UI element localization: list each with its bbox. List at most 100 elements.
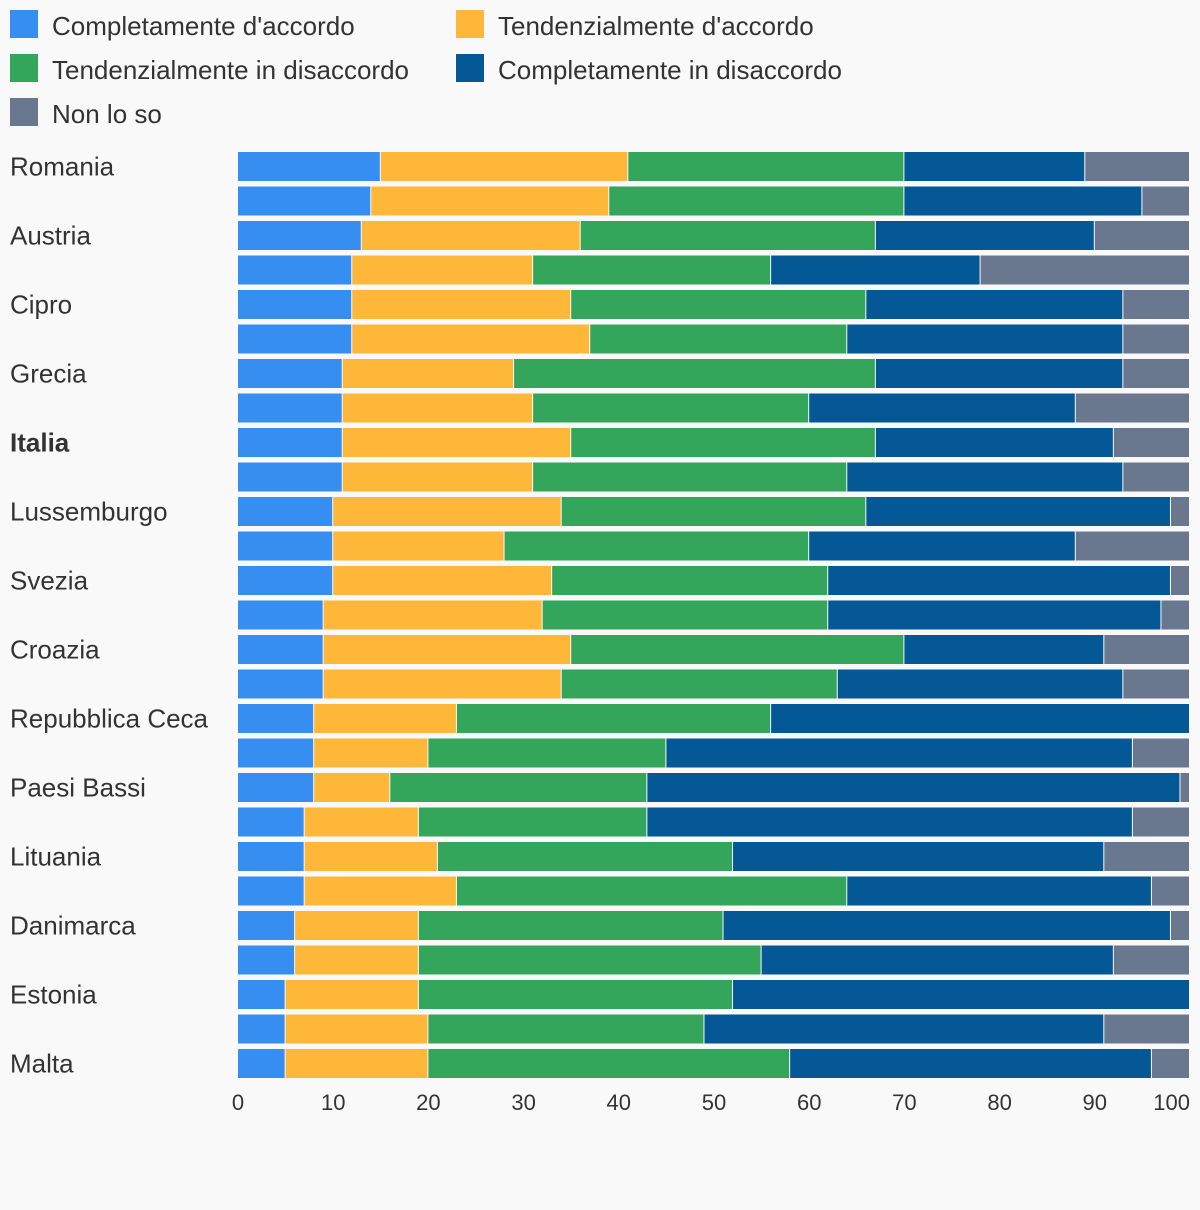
x-tick-label-80: 80 (987, 1090, 1011, 1115)
bar-row-19-tendenzialmente-d-accordo (304, 807, 418, 837)
bar-row-25-tendenzialmente-in-disaccordo (428, 1014, 704, 1044)
legend-label-tendenzialmente-in-disaccordo: Tendenzialmente in disaccordo (52, 55, 409, 85)
bar-row-0-tendenzialmente-d-accordo (380, 152, 628, 181)
bar-row-9-completamente-in-disaccordo (847, 462, 1123, 492)
bar-row-12-non-lo-so (1170, 566, 1189, 595)
legend-swatch-completamente-in-disaccordo (456, 54, 484, 82)
bar-row-22-non-lo-so (1170, 911, 1189, 940)
bar-row-12-tendenzialmente-d-accordo (333, 566, 552, 595)
bar-row-12-completamente-in-disaccordo (828, 566, 1170, 595)
bar-row-5-tendenzialmente-in-disaccordo (590, 324, 847, 354)
bar-row-14-completamente-in-disaccordo (904, 635, 1104, 664)
category-label-svezia: Svezia (10, 566, 89, 596)
legend-label-completamente-in-disaccordo: Completamente in disaccordo (498, 55, 842, 85)
legend-swatch-tendenzialmente-d-accordo (456, 10, 484, 38)
bar-row-18-non-lo-so (1180, 773, 1189, 802)
legend-label-completamente-d-accordo: Completamente d'accordo (52, 11, 355, 41)
bar-row-19-completamente-in-disaccordo (647, 807, 1132, 837)
bar-row-15-tendenzialmente-in-disaccordo (561, 669, 837, 699)
bar-row-20-tendenzialmente-d-accordo (304, 842, 437, 871)
bar-row-4-completamente-in-disaccordo (866, 290, 1123, 319)
legend-swatch-completamente-d-accordo (10, 10, 38, 38)
bar-row-0-completamente-d-accordo (238, 152, 380, 181)
bar-row-3-tendenzialmente-in-disaccordo (533, 255, 771, 285)
category-label-italia: Italia (10, 428, 70, 458)
bar-row-10-tendenzialmente-in-disaccordo (561, 497, 866, 526)
bar-row-7-tendenzialmente-in-disaccordo (533, 393, 809, 423)
category-label-lussemburgo: Lussemburgo (10, 497, 168, 527)
category-label-grecia: Grecia (10, 359, 87, 389)
bar-row-18-tendenzialmente-in-disaccordo (390, 773, 647, 802)
bar-row-20-tendenzialmente-in-disaccordo (437, 842, 733, 871)
bar-row-25-completamente-in-disaccordo (704, 1014, 1104, 1044)
bar-row-26-tendenzialmente-d-accordo (285, 1049, 428, 1078)
x-tick-label-40: 40 (607, 1090, 631, 1115)
bar-row-19-completamente-d-accordo (238, 807, 304, 837)
bar-row-21-completamente-in-disaccordo (847, 876, 1151, 906)
bar-row-5-non-lo-so (1123, 324, 1189, 354)
bar-row-10-tendenzialmente-d-accordo (333, 497, 561, 526)
bar-row-8-tendenzialmente-d-accordo (342, 428, 571, 457)
bar-row-3-completamente-d-accordo (238, 255, 352, 285)
bar-row-20-non-lo-so (1104, 842, 1189, 871)
bar-row-18-completamente-d-accordo (238, 773, 314, 802)
bar-row-14-completamente-d-accordo (238, 635, 323, 664)
bar-row-12-completamente-d-accordo (238, 566, 333, 595)
bar-row-2-tendenzialmente-d-accordo (361, 221, 580, 250)
legend-swatch-tendenzialmente-in-disaccordo (10, 54, 38, 82)
bar-row-7-non-lo-so (1075, 393, 1189, 423)
bar-row-25-completamente-d-accordo (238, 1014, 285, 1044)
bar-row-22-completamente-d-accordo (238, 911, 295, 940)
bar-row-1-completamente-d-accordo (238, 186, 371, 216)
bar-row-0-tendenzialmente-in-disaccordo (628, 152, 904, 181)
bar-row-11-non-lo-so (1075, 531, 1189, 561)
bar-row-9-tendenzialmente-in-disaccordo (533, 462, 847, 492)
bar-row-21-tendenzialmente-in-disaccordo (456, 876, 847, 906)
bar-row-13-completamente-in-disaccordo (828, 600, 1161, 630)
bar-row-14-tendenzialmente-d-accordo (323, 635, 571, 664)
bar-row-7-completamente-d-accordo (238, 393, 342, 423)
bar-row-11-completamente-in-disaccordo (809, 531, 1075, 561)
bar-row-13-tendenzialmente-in-disaccordo (542, 600, 828, 630)
category-label-austria: Austria (10, 221, 91, 251)
bar-row-10-non-lo-so (1170, 497, 1189, 526)
bar-row-4-tendenzialmente-in-disaccordo (571, 290, 866, 319)
bar-row-23-non-lo-so (1113, 945, 1189, 975)
category-label-lituania: Lituania (10, 842, 102, 872)
category-label-danimarca: Danimarca (10, 911, 136, 941)
bar-row-24-tendenzialmente-d-accordo (285, 980, 418, 1009)
legend-label-non-lo-so: Non lo so (52, 99, 162, 129)
x-tick-label-70: 70 (892, 1090, 916, 1115)
bar-row-15-completamente-in-disaccordo (837, 669, 1123, 699)
bar-row-17-completamente-d-accordo (238, 738, 314, 768)
bar-row-18-tendenzialmente-d-accordo (314, 773, 390, 802)
bar-row-4-tendenzialmente-d-accordo (352, 290, 571, 319)
x-tick-label-30: 30 (511, 1090, 535, 1115)
bar-row-6-tendenzialmente-in-disaccordo (514, 359, 875, 388)
bar-row-8-tendenzialmente-in-disaccordo (571, 428, 875, 457)
bar-row-21-tendenzialmente-d-accordo (304, 876, 456, 906)
bar-row-8-non-lo-so (1113, 428, 1189, 457)
bar-row-9-non-lo-so (1123, 462, 1189, 492)
bar-row-17-tendenzialmente-in-disaccordo (428, 738, 666, 768)
bar-row-1-completamente-in-disaccordo (904, 186, 1142, 216)
x-tick-label-20: 20 (416, 1090, 440, 1115)
bar-row-20-completamente-d-accordo (238, 842, 304, 871)
category-label-croazia: Croazia (10, 635, 100, 665)
bar-row-5-completamente-in-disaccordo (847, 324, 1123, 354)
bar-row-24-completamente-d-accordo (238, 980, 285, 1009)
bar-row-15-non-lo-so (1123, 669, 1189, 699)
bar-row-15-completamente-d-accordo (238, 669, 323, 699)
bar-row-16-tendenzialmente-d-accordo (314, 704, 456, 733)
category-label-estonia: Estonia (10, 980, 97, 1010)
legend: Completamente d'accordo Tendenzialmente d… (10, 10, 842, 129)
bar-row-9-tendenzialmente-d-accordo (342, 462, 533, 492)
bar-row-11-tendenzialmente-d-accordo (333, 531, 504, 561)
bar-row-22-tendenzialmente-d-accordo (295, 911, 418, 940)
bar-row-0-non-lo-so (1085, 152, 1189, 181)
bar-row-23-completamente-d-accordo (238, 945, 295, 975)
x-tick-label-50: 50 (702, 1090, 726, 1115)
bar-row-6-completamente-d-accordo (238, 359, 342, 388)
bar-row-22-tendenzialmente-in-disaccordo (418, 911, 723, 940)
